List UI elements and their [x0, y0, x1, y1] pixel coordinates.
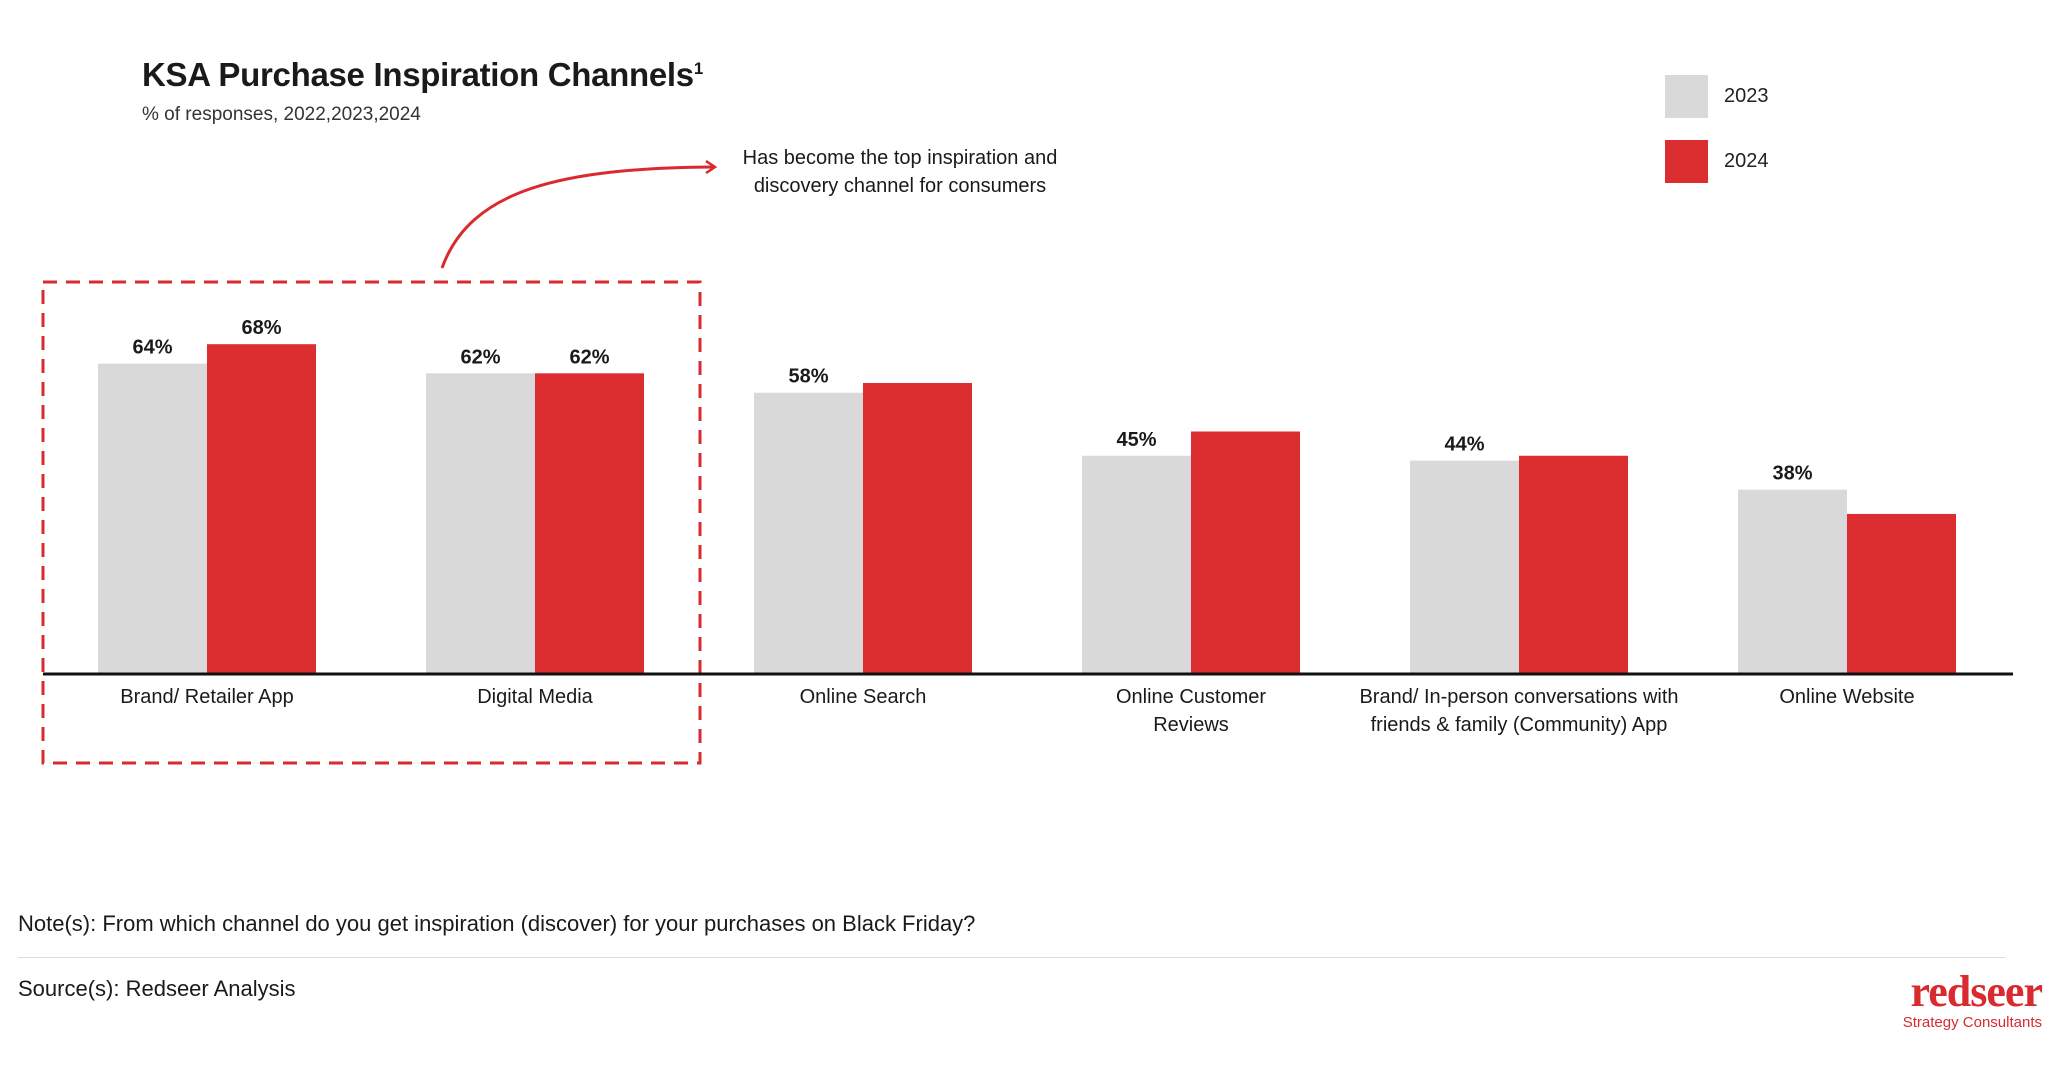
legend-label-2023: 2023	[1724, 85, 1769, 107]
annotation-text: Has become the top inspiration and disco…	[742, 147, 1058, 197]
legend-item-2023: 2023	[1665, 75, 1769, 118]
source-text: Source(s): Redseer Analysis	[18, 976, 296, 1001]
bar-2023	[98, 363, 207, 674]
data-label-2024: 62%	[569, 346, 609, 368]
bar-2024	[207, 344, 316, 674]
logo-tagline: Strategy Consultants	[1902, 1014, 2042, 1031]
legend-item-2024: 2024	[1665, 140, 1769, 183]
redseer-logo: redseer Strategy Consultants	[1902, 967, 2043, 1032]
data-label-2023: 44%	[1444, 434, 1484, 456]
bar-2024	[1847, 513, 1956, 674]
logo-brand: redseer	[1910, 967, 2043, 1016]
footnote: Note(s): From which channel do you get i…	[18, 911, 976, 936]
category-label: Online Customer	[1116, 686, 1266, 708]
legend-swatch-2023	[1665, 75, 1708, 118]
bar-2024	[863, 383, 972, 674]
data-label-2023: 38%	[1772, 463, 1812, 485]
chart-title: KSA Purchase Inspiration Channels1	[142, 56, 703, 94]
data-label-2023: 45%	[1116, 429, 1156, 451]
title-footnote-marker: 1	[693, 59, 703, 78]
bar-2023	[1082, 455, 1191, 674]
category-label: Digital Media	[477, 686, 593, 708]
category-label: Online Search	[800, 686, 927, 708]
highlight-dashed-box	[41, 280, 702, 765]
legend-label-2024: 2024	[1724, 150, 1769, 172]
data-label-2023: 64%	[132, 337, 172, 359]
bar-2023	[426, 373, 535, 674]
category-label: Brand/ In-person conversations with	[1359, 686, 1678, 708]
data-label-2023: 58%	[788, 366, 828, 388]
category-label: Brand/ Retailer App	[120, 686, 293, 708]
chart-subtitle: % of responses, 2022,2023,2024	[142, 104, 421, 125]
bar-2023	[1410, 460, 1519, 674]
annotation-arrow	[440, 167, 714, 269]
category-label: friends & family (Community) App	[1371, 714, 1668, 736]
bar-2023	[754, 392, 863, 674]
legend-swatch-2024	[1665, 140, 1708, 183]
bar-2024	[535, 373, 644, 674]
title-text: KSA Purchase Inspiration Channels	[142, 56, 694, 93]
data-label-2024: 68%	[241, 317, 281, 339]
data-label-2023: 62%	[460, 346, 500, 368]
category-label: Reviews	[1153, 714, 1229, 736]
category-label: Online Website	[1779, 686, 1914, 708]
bar-2024	[1519, 455, 1628, 674]
footer-divider	[18, 957, 2005, 958]
bar-2024	[1191, 431, 1300, 674]
bar-2023	[1738, 489, 1847, 674]
